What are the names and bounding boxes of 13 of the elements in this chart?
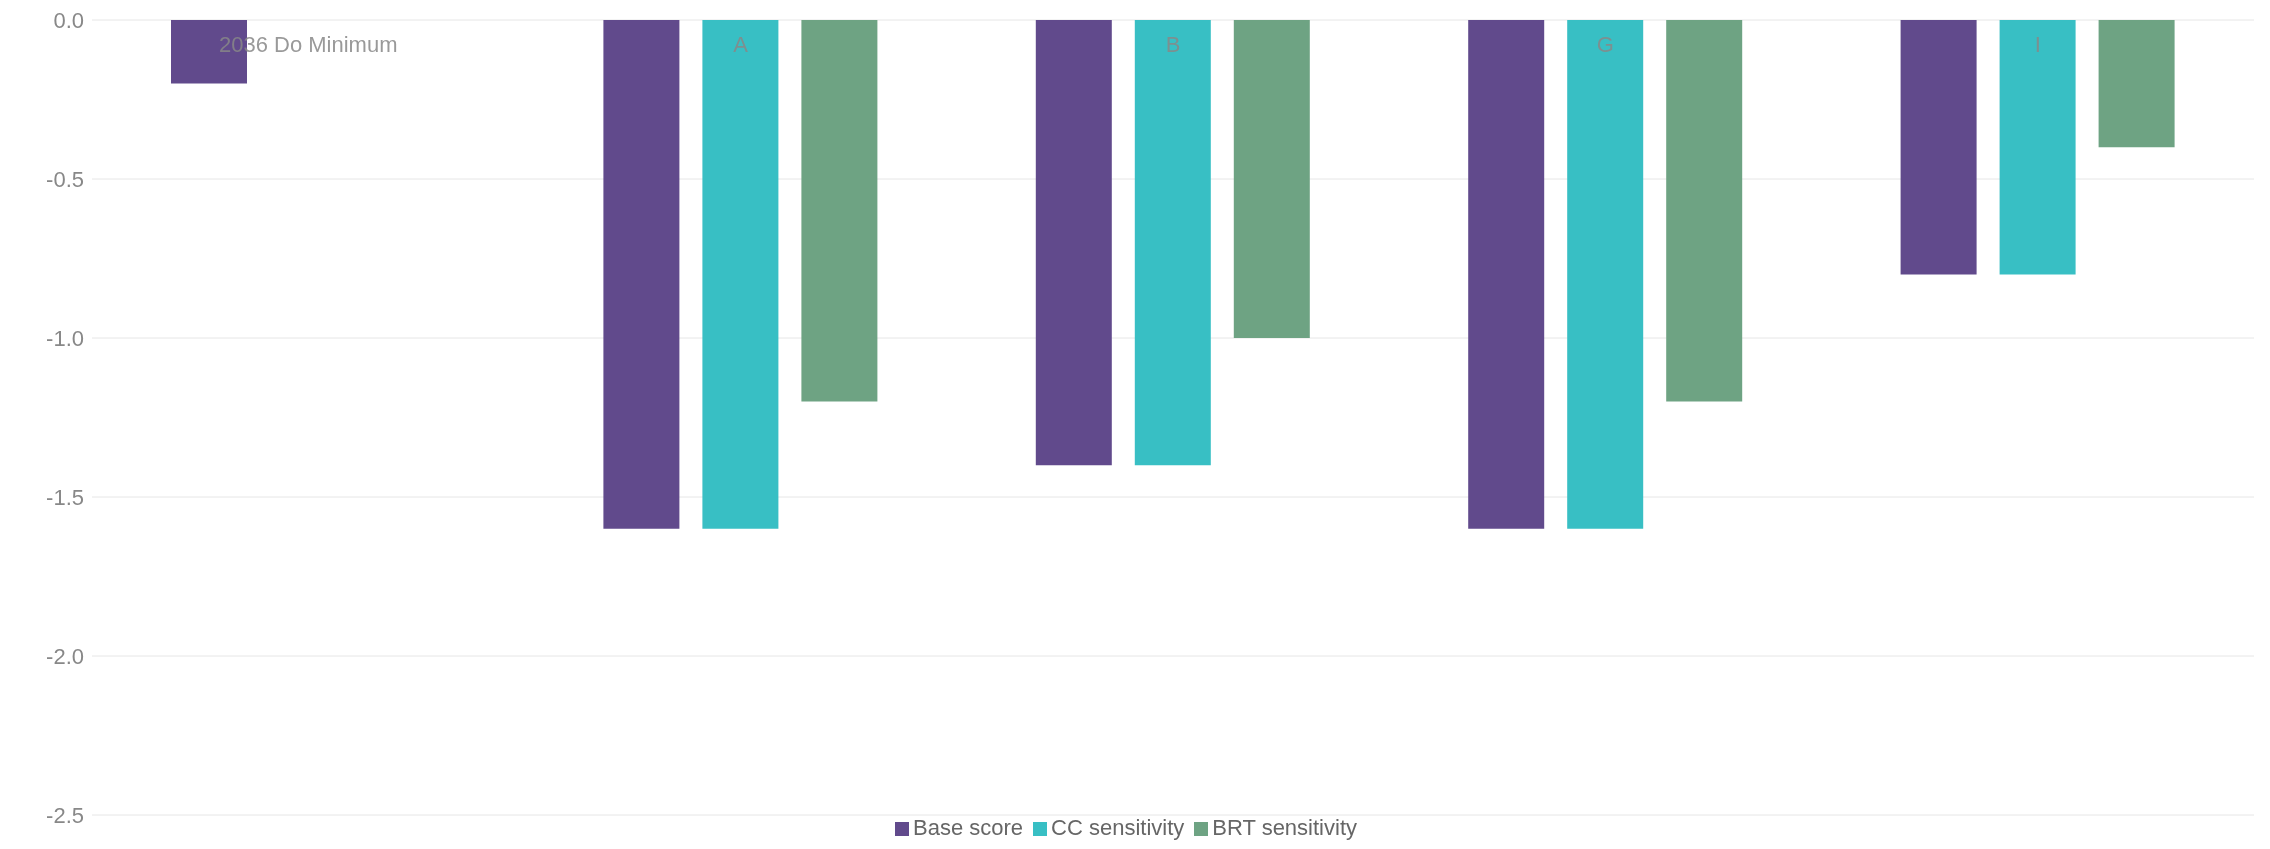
y-tick-label: 0.0 (53, 7, 84, 33)
legend-label: BRT sensitivity (1212, 815, 1357, 840)
x-tick-label: G (1596, 32, 1614, 57)
y-tick-label: -1.5 (46, 484, 84, 510)
legend-label: CC sensitivity (1051, 815, 1185, 840)
x-tick-label: B (1165, 32, 1181, 57)
y-tick-label: -2.5 (46, 802, 84, 828)
y-tick-label: -1.0 (46, 325, 84, 351)
x-tick-label: I (2034, 32, 2041, 57)
x-tick-label: A (733, 32, 749, 57)
y-tick-label: -0.5 (46, 166, 84, 192)
legend-label: Base score (913, 815, 1024, 840)
y-tick-label: -2.0 (46, 643, 84, 669)
